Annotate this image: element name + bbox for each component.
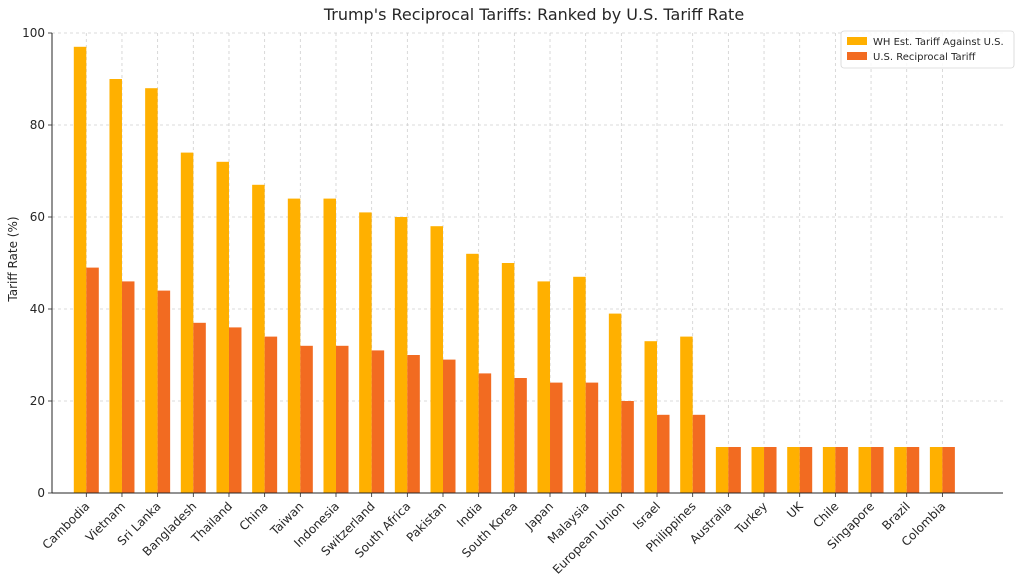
chart-title: Trump's Reciprocal Tariffs: Ranked by U.… (323, 5, 744, 24)
y-tick-label: 100 (22, 26, 45, 40)
bar-us-reciprocal (585, 382, 599, 493)
legend-label: U.S. Reciprocal Tariff (873, 52, 977, 63)
bar-us-reciprocal (657, 414, 670, 493)
x-tick-label: Turkey (732, 499, 770, 537)
x-tick-label: Cambodia (40, 499, 93, 552)
bar-us-reciprocal (193, 322, 206, 493)
bar-wh-estimate (252, 184, 265, 494)
bar-us-reciprocal (764, 447, 777, 493)
bar-wh-estimate (573, 276, 586, 493)
bar-wh-estimate (109, 79, 122, 493)
legend-swatch (847, 37, 867, 45)
bar-us-reciprocal (335, 345, 349, 493)
bar-wh-estimate (787, 447, 800, 493)
bar-us-reciprocal (228, 327, 242, 493)
bar-wh-estimate (394, 217, 408, 493)
x-tick-label: UK (784, 498, 806, 520)
bar-us-reciprocal (157, 290, 171, 493)
legend-label: WH Est. Tariff Against U.S. (873, 37, 1004, 48)
bar-us-reciprocal (407, 355, 420, 493)
bar-wh-estimate (216, 161, 229, 494)
y-tick-label: 40 (30, 302, 45, 316)
bar-wh-estimate (608, 313, 622, 493)
bar-us-reciprocal (371, 350, 385, 493)
bars (73, 46, 955, 494)
bar-wh-estimate (680, 336, 693, 493)
bar-wh-estimate (751, 447, 765, 493)
x-tick-label: Brazil (879, 499, 913, 533)
bar-wh-estimate (466, 253, 479, 493)
gridlines (52, 32, 1003, 494)
bar-us-reciprocal (692, 414, 706, 493)
bar-wh-estimate (430, 226, 443, 493)
bar-us-reciprocal (300, 345, 313, 493)
bar-wh-estimate (359, 212, 372, 493)
bar-us-reciprocal (728, 447, 741, 493)
legend-swatch (847, 52, 867, 60)
bar-us-reciprocal (799, 447, 813, 493)
bar-wh-estimate (822, 447, 836, 493)
bar-us-reciprocal (478, 373, 492, 493)
bar-wh-estimate (929, 447, 943, 493)
y-tick-labels: 0 20 40 60 80 100 (22, 26, 45, 500)
bar-wh-estimate (858, 447, 872, 493)
bar-wh-estimate (287, 198, 301, 493)
x-tick-label: Japan (522, 499, 556, 533)
legend-box (840, 30, 1015, 69)
bar-us-reciprocal (121, 281, 135, 493)
bar-us-reciprocal (443, 359, 456, 493)
bar-wh-estimate (73, 46, 87, 494)
bar-us-reciprocal (621, 401, 634, 493)
bar-us-reciprocal (871, 447, 884, 493)
bar-wh-estimate (145, 88, 158, 493)
bar-us-reciprocal (906, 447, 920, 493)
bar-wh-estimate (894, 447, 907, 493)
bar-wh-estimate (180, 152, 194, 493)
x-tick-label: Chile (810, 499, 841, 530)
bar-wh-estimate (501, 263, 515, 493)
y-tick-label: 60 (30, 210, 45, 224)
x-tick-label: China (237, 499, 271, 533)
bar-wh-estimate (715, 447, 729, 493)
bar-us-reciprocal (264, 336, 278, 493)
bar-us-reciprocal (835, 447, 848, 493)
bar-us-reciprocal (86, 267, 99, 493)
y-axis-label: Tariff Rate (%) (6, 216, 20, 302)
bar-wh-estimate (537, 281, 551, 493)
x-tick-label: Pakistan (404, 499, 449, 544)
x-tick-label: India (454, 499, 485, 530)
y-tick-label: 80 (30, 118, 45, 132)
bar-us-reciprocal (550, 382, 563, 493)
x-tick-label: Israel (630, 499, 663, 532)
bar-wh-estimate (644, 341, 658, 493)
legend: WH Est. Tariff Against U.S. U.S. Reciproc… (840, 30, 1015, 69)
y-tick-label: 0 (37, 486, 45, 500)
bar-us-reciprocal (514, 378, 527, 493)
y-tick-label: 20 (30, 394, 45, 408)
bar-wh-estimate (323, 198, 336, 493)
bar-us-reciprocal (942, 447, 955, 493)
axes (48, 32, 1003, 497)
